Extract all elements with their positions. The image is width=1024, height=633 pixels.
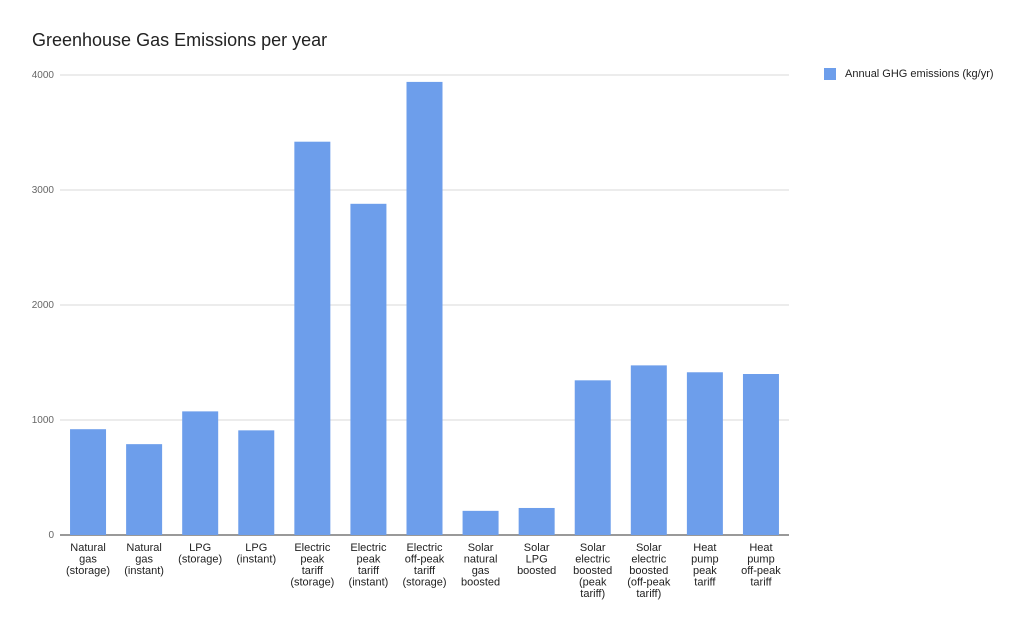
x-tick-label: Natural gas (storage) xyxy=(66,542,110,577)
bar xyxy=(630,365,667,535)
bar xyxy=(406,81,443,536)
y-tick-label: 2000 xyxy=(32,300,55,311)
legend: Annual GHG emissions (kg/yr) xyxy=(824,68,994,80)
bar xyxy=(574,380,611,535)
bar xyxy=(294,141,331,535)
bar xyxy=(350,203,387,536)
bar xyxy=(686,372,723,535)
legend-swatch xyxy=(824,68,836,80)
bar xyxy=(126,444,163,535)
x-tick-label: Natural gas (instant) xyxy=(124,542,164,577)
y-tick-label: 3000 xyxy=(32,185,55,196)
legend-label: Annual GHG emissions (kg/yr) xyxy=(845,68,994,80)
bar xyxy=(238,430,275,535)
x-tick-label: Solar LPG boosted xyxy=(517,542,556,577)
x-tick-label: Electric peak tariff (storage) xyxy=(290,542,334,589)
y-tick-label: 0 xyxy=(48,530,54,541)
x-tick-label: Electric off-peak tariff (storage) xyxy=(402,542,446,589)
x-tick-label: Solar electric boosted (peak tariff) xyxy=(573,542,612,600)
bar xyxy=(182,411,219,535)
x-tick-label: Electric peak tariff (instant) xyxy=(349,542,389,589)
x-tick-label: LPG (storage) xyxy=(178,542,222,566)
bar xyxy=(518,507,555,535)
x-axis-ticks: Natural gas (storage) Natural gas (instant) LP… xyxy=(66,542,781,600)
y-tick-label: 4000 xyxy=(32,70,55,81)
y-tick-label: 1000 xyxy=(32,415,55,426)
x-tick-label: Heat pump off-peak tariff xyxy=(741,542,781,589)
x-tick-label: Solar electric boosted (off-peak tariff) xyxy=(627,542,671,600)
bar xyxy=(742,374,779,535)
bars xyxy=(70,81,779,536)
x-tick-label: LPG (instant) xyxy=(236,542,276,566)
chart-title: Greenhouse Gas Emissions per year xyxy=(32,30,328,50)
x-tick-label: Solar natural gas boosted xyxy=(461,542,500,589)
y-axis-ticks: 0 1000 2000 3000 4000 xyxy=(32,70,55,541)
bar xyxy=(70,429,107,535)
x-tick-label: Heat pump peak tariff xyxy=(691,542,719,589)
bar xyxy=(462,510,499,535)
